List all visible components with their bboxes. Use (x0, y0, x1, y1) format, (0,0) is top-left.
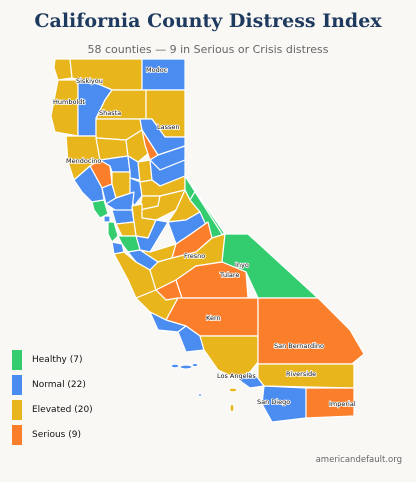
county-label-san-bernardino: San Bernardino (274, 342, 324, 350)
legend-swatch (12, 350, 22, 370)
page-subtitle: 58 counties — 9 in Serious or Crisis dis… (87, 43, 329, 56)
legend-label: Elevated (20) (32, 405, 93, 415)
legend-swatch (12, 375, 22, 395)
county-san-mateo[interactable] (107, 221, 119, 243)
legend-label: Serious (9) (32, 430, 81, 440)
county-label-riverside: Riverside (286, 370, 316, 378)
channel-island-santa-rosa (170, 363, 180, 369)
county-label-lassen: Lassen (157, 123, 180, 131)
county-label-siskiyou: Siskiyou (76, 77, 103, 85)
county-alameda[interactable] (115, 221, 137, 237)
channel-island-san-clemente (229, 403, 235, 413)
channel-island-san-miguel (191, 362, 199, 368)
county-san-diego[interactable] (261, 385, 307, 423)
county-san-francisco[interactable] (103, 215, 111, 223)
county-label-fresno: Fresno (184, 252, 205, 260)
county-modoc[interactable] (141, 58, 186, 91)
county-label-imperial: Imperial (329, 400, 356, 408)
county-label-humboldt: Humboldt (53, 98, 85, 106)
channel-island-san-nicolas (197, 393, 203, 397)
county-label-modoc: Modoc (146, 66, 168, 74)
county-label-shasta: Shasta (99, 109, 121, 117)
page-title: California County Distress Index (34, 10, 382, 32)
legend-item-healthy: Healthy (7) (12, 350, 93, 370)
legend-swatch (12, 425, 22, 445)
county-sutter[interactable] (127, 155, 141, 181)
county-label-los-angeles: Los Angeles (217, 372, 256, 380)
county-label-mendocino: Mendocino (66, 157, 101, 165)
source-credit: americandefault.org (315, 455, 402, 465)
county-label-kern: Kern (206, 314, 221, 322)
channel-island-santa-cruz (179, 364, 193, 370)
county-label-tulare: Tulare (219, 271, 239, 279)
county-del-norte[interactable] (53, 58, 73, 81)
map-legend: Healthy (7) Normal (22) Elevated (20) Se… (12, 350, 93, 450)
legend-item-normal: Normal (22) (12, 375, 93, 395)
county-imperial[interactable] (305, 387, 355, 419)
legend-swatch (12, 400, 22, 420)
legend-label: Normal (22) (32, 380, 86, 390)
legend-item-serious: Serious (9) (12, 425, 93, 445)
county-label-inyo: Inyo (235, 261, 249, 269)
legend-label: Healthy (7) (32, 355, 83, 365)
legend-item-elevated: Elevated (20) (12, 400, 93, 420)
channel-island-catalina (228, 387, 238, 393)
county-humboldt[interactable] (50, 79, 79, 137)
county-label-san-diego: San Diego (257, 398, 290, 406)
county-riverside[interactable] (257, 363, 355, 389)
county-san-bernardino[interactable] (257, 297, 365, 365)
